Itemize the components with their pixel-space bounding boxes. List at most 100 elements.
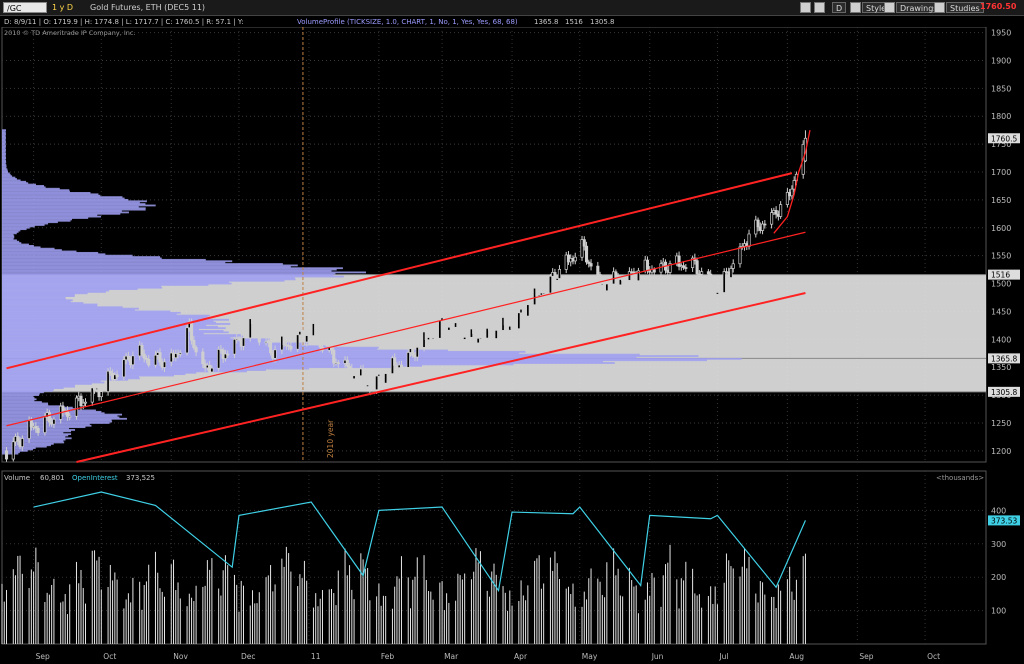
volume-profile-bar (2, 378, 129, 381)
volume-profile-bar (2, 208, 146, 211)
candle-body (785, 192, 789, 205)
candle-body (614, 271, 618, 278)
candle-body (456, 322, 460, 332)
volume-profile-bar (2, 297, 66, 300)
volume-profile-bar (2, 436, 66, 438)
candle-body (194, 347, 198, 353)
volume-profile-bar (2, 422, 110, 424)
volume-profile-bar (2, 352, 520, 355)
volume-profile-bar (2, 300, 71, 303)
studies-icon[interactable] (934, 2, 945, 13)
period-selector[interactable]: 1 y D (52, 3, 74, 12)
style-swatch-icon[interactable] (850, 2, 861, 13)
candle-body (241, 337, 246, 347)
volume-profile-bar (2, 434, 69, 437)
volume-profile-bar (2, 385, 76, 388)
volume-profile-bar (2, 343, 302, 346)
volume-profile-bar (2, 246, 41, 249)
volume-profile-bar (2, 207, 146, 210)
candle-body (174, 353, 178, 359)
candle-body (282, 335, 286, 346)
candle-body (770, 212, 774, 225)
volume-profile-bar (2, 394, 40, 396)
candle-body (190, 321, 194, 341)
volume-axis-label: 400 (991, 506, 1006, 515)
candle-body (269, 342, 273, 354)
price-tag: 1365.8 (991, 354, 1017, 363)
volume-profile-bar (2, 441, 65, 444)
candle-body (318, 337, 322, 348)
price-axis-label: 1400 (991, 335, 1011, 344)
copyright-note: 2010 © TD Ameritrade IP Company, Inc. (4, 29, 136, 37)
volume-profile-bar (2, 419, 112, 422)
candle-body (438, 320, 442, 339)
volume-profile-bar (2, 381, 105, 384)
volume-profile-bar (2, 362, 615, 364)
candle-body (677, 255, 681, 267)
candle-body (715, 292, 719, 295)
volume-profile-bar (2, 342, 309, 345)
volume-profile-bar (2, 185, 45, 187)
candle-body (521, 308, 525, 314)
candle-body (162, 361, 167, 368)
candle-body (399, 364, 404, 368)
volume-profile-bar (2, 155, 6, 158)
volume-profile-bar (2, 244, 34, 247)
volume-profile-bar (2, 134, 6, 137)
volume-profile-bar (2, 166, 7, 169)
volume-profile-bar (2, 392, 40, 395)
price-axis-label: 1550 (991, 252, 1011, 261)
candle-body (232, 338, 237, 355)
link-icon[interactable] (800, 2, 811, 13)
candle-body (332, 349, 336, 364)
volume-profile-bar (2, 373, 186, 376)
volume-profile-bar (2, 239, 17, 242)
style-icon[interactable] (814, 2, 825, 13)
volume-profile-bar (2, 452, 19, 455)
volume-profile-bar (2, 139, 6, 141)
volume-profile-bar (2, 401, 42, 403)
volume-profile-bar (2, 159, 6, 162)
volume-profile-bar (2, 288, 138, 291)
volume-profile-bar (2, 226, 30, 229)
volume-profile-bar (2, 303, 98, 306)
candle-body (11, 441, 15, 460)
d-button[interactable]: D (832, 2, 847, 13)
study-value-2: 1516 (565, 18, 583, 26)
volume-profile-bar (2, 445, 47, 448)
candle-body (731, 263, 735, 269)
candle-body (296, 334, 300, 350)
candle-body (36, 427, 40, 433)
candle-body (300, 331, 304, 342)
candle-body (131, 355, 135, 366)
symbol-input[interactable]: /GC (3, 2, 47, 13)
volume-profile-bar (2, 366, 394, 369)
candle-body (472, 328, 476, 334)
volume-profile-bar (2, 214, 98, 217)
candle-body (706, 271, 710, 275)
price-axis-label: 1850 (991, 84, 1011, 93)
volume-profile-bar (2, 408, 76, 410)
volume-profile-bar (2, 154, 6, 157)
volume-profile-bar (2, 200, 147, 203)
volume-profile-bar (2, 277, 295, 279)
volume-profile-bar (2, 289, 110, 292)
volume-profile-bar (2, 146, 6, 148)
candle-body (393, 357, 397, 366)
price-tag-bg (988, 386, 1020, 397)
candle-body (711, 284, 715, 287)
candle-body (210, 367, 214, 373)
open-interest-label[interactable]: OpenInterest (72, 474, 118, 482)
volume-profile-bar (2, 304, 98, 307)
drawings-icon[interactable] (884, 2, 895, 13)
volume-profile-bar (2, 316, 208, 318)
last-price: 1760.50 (980, 2, 1017, 11)
candle-body (201, 351, 205, 365)
volume-profile-label[interactable]: VolumeProfile (TICKSIZE, 1.0, CHART, 1, … (297, 18, 518, 26)
price-tag-bg (988, 269, 1020, 280)
volume-profile-bar (2, 225, 35, 228)
price-axis-label: 1250 (991, 419, 1011, 428)
volume-profile-bar (2, 320, 214, 323)
studies-button[interactable]: Studies (946, 2, 984, 13)
